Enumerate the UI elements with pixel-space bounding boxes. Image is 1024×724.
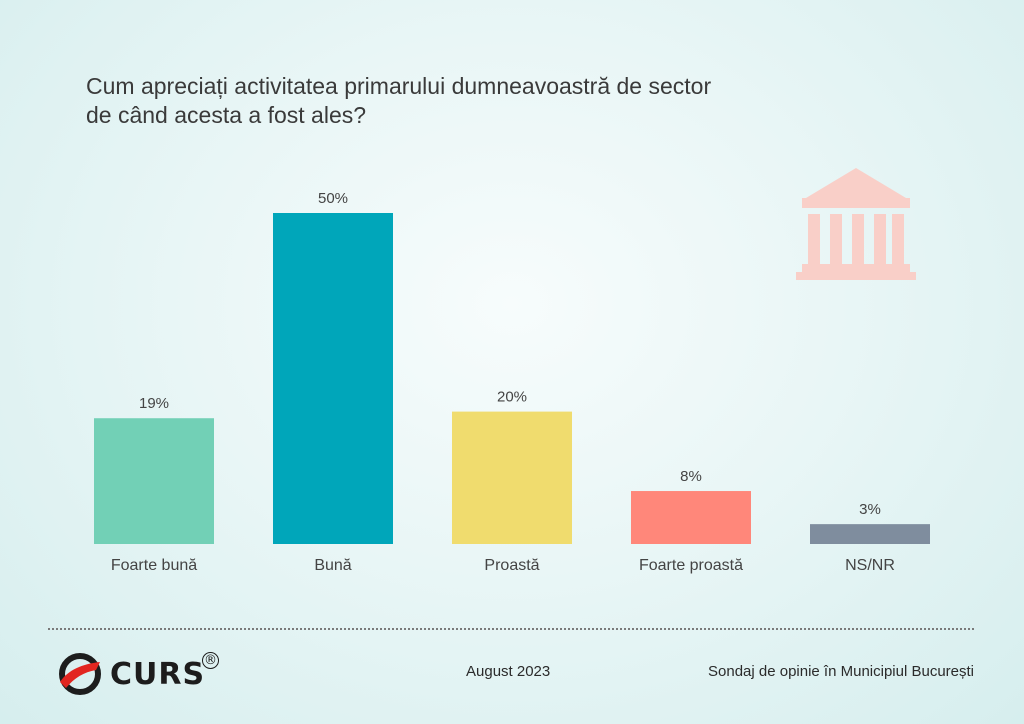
bar-chart: 19% Foarte bună 50% Bună 20% Proastă 8% Foarte … [94,190,930,574]
category-label-2: Bună [314,557,351,574]
bar-5 [810,524,930,544]
chart-title-line-1: Cum apreciați activitatea primarului dum… [86,73,712,99]
bar-3 [452,411,572,544]
survey-source: Sondaj de opinie în Municipiul București [708,663,974,680]
category-label-4: Foarte proastă [639,557,743,574]
registered-mark: ® [202,652,219,669]
building-icon [796,168,916,280]
bar-value-label-2: 50% [318,190,348,207]
bar-value-label-3: 20% [497,389,527,406]
survey-date: August 2023 [466,663,551,680]
category-label-1: Foarte bună [111,557,197,574]
bar-1 [94,418,214,544]
chart-title: Cum apreciați activitatea primarului dum… [86,72,846,130]
curs-logo: CURS ® [56,652,219,696]
curs-logo-mark-icon [59,653,101,695]
bar-2 [273,213,393,544]
bar-value-label-4: 8% [680,468,702,485]
bar-4 [631,491,751,544]
bar-value-label-5: 3% [859,501,881,518]
bar-value-label-1: 19% [139,395,169,412]
logo-text: CURS [110,656,206,692]
footer-divider [48,628,974,630]
chart-title-line-2: de când acesta a fost ales? [86,102,367,128]
category-label-3: Proastă [484,557,539,574]
category-label-5: NS/NR [845,557,895,574]
